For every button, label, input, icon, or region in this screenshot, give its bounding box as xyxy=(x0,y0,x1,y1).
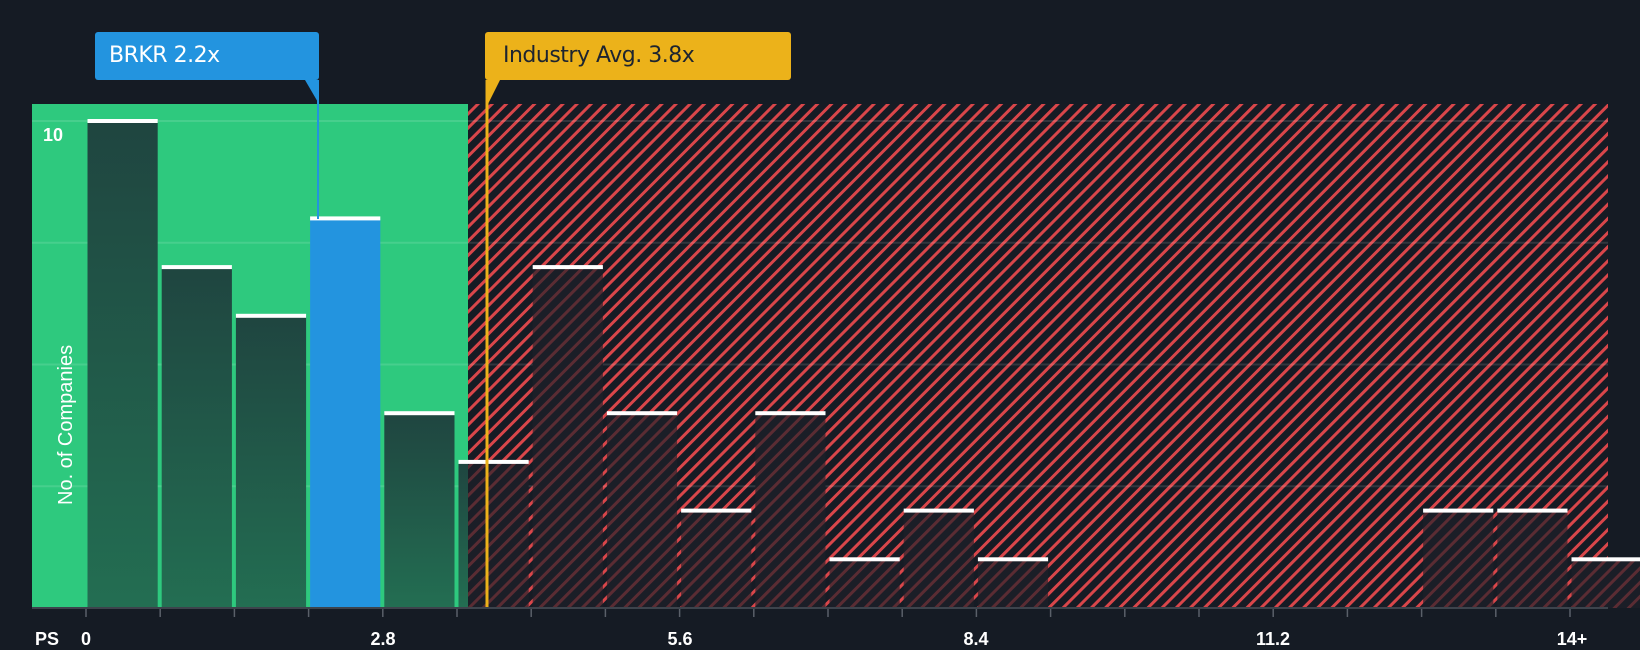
histogram-bar[interactable] xyxy=(755,411,826,608)
histogram-bar[interactable] xyxy=(977,557,1049,608)
x-tick-14-plus: 14+ xyxy=(1556,629,1588,649)
y-axis-title: No. of Companies xyxy=(55,344,77,505)
x-tick-2-8: 2.8 xyxy=(370,629,396,649)
histogram-bar[interactable] xyxy=(1423,508,1494,608)
industry-average-callout: Industry Avg. 3.8x xyxy=(485,32,791,80)
histogram-bar[interactable] xyxy=(161,265,232,608)
histogram-bar[interactable] xyxy=(829,557,900,608)
histogram-bar[interactable] xyxy=(1571,557,1640,608)
histogram-bar[interactable] xyxy=(87,119,158,608)
x-axis-unit: PS xyxy=(35,629,60,649)
y-tick-max: 10 xyxy=(43,125,64,145)
histogram-bar[interactable] xyxy=(606,411,678,608)
histogram-bar[interactable] xyxy=(458,459,529,608)
histogram-bar[interactable] xyxy=(384,411,455,608)
histogram-bar[interactable] xyxy=(310,216,381,608)
x-axis-ticks xyxy=(85,609,1571,617)
histogram-bar[interactable] xyxy=(903,508,974,608)
industry-callout-pointer xyxy=(486,80,500,108)
x-tick-11-2: 11.2 xyxy=(1255,629,1291,649)
x-tick-8-4: 8.4 xyxy=(963,629,989,649)
plot-area xyxy=(32,80,1640,617)
company-callout: BRKR 2.2x xyxy=(95,32,319,80)
histogram-bar[interactable] xyxy=(235,313,307,608)
company-callout-pointer xyxy=(305,80,319,104)
histogram-bar[interactable] xyxy=(532,265,603,608)
histogram-bar[interactable] xyxy=(1497,508,1568,608)
bars xyxy=(87,119,1640,608)
x-tick-5-6: 5.6 xyxy=(667,629,693,649)
x-tick-0: 0 xyxy=(80,629,92,649)
histogram-bar[interactable] xyxy=(681,508,752,608)
